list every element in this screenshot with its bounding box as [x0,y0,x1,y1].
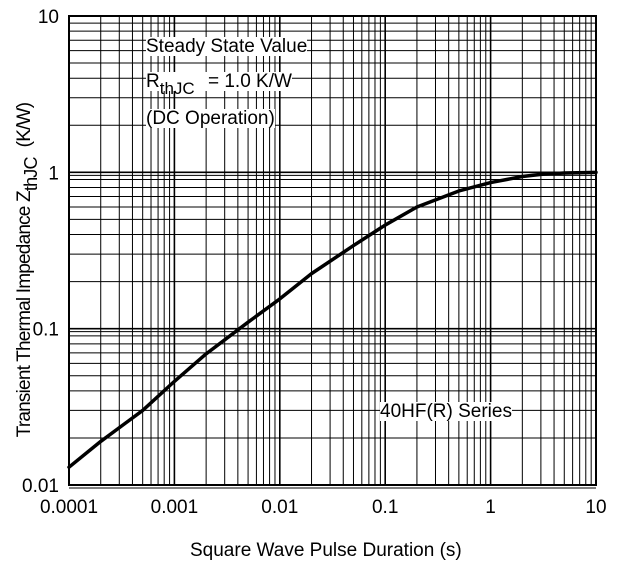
y-tick-label: 0.01 [22,476,59,497]
series-line-0 [67,170,598,469]
rthjc-value: = 1.0 K/W [207,71,292,92]
y-axis-label-unit: (K/W) [14,102,35,148]
y-tick-label: 0.1 [33,320,59,341]
x-tick-label: 0.001 [151,497,199,518]
x-tick-label: 10 [585,497,606,518]
y-axis-label: Transient Thermal Impedance ZthJC (K/W) [2,60,48,480]
series-annotation: 40HF(R) Series [380,401,512,422]
series-layer [67,170,598,469]
y-axis-label-sub: thJC [21,157,41,192]
y-tick-label: 10 [38,7,59,28]
x-tick-label: 0.01 [261,497,298,518]
dc-operation-annotation: (DC Operation) [146,108,275,129]
rthjc-subscript: thJC [159,79,195,98]
tick-labels: 0.0001 0.001 0.01 0.1 1 10 0.01 0.1 1 10 [22,7,607,518]
y-tick-label: 1 [48,163,59,184]
x-tick-label: 0.1 [372,497,398,518]
steady-state-annotation: Steady State Value [146,36,308,57]
x-tick-label: 1 [485,497,496,518]
rthjc-symbol: R [146,71,160,92]
rthjc-annotation: RthJC = 1.0 K/W [146,71,292,97]
x-tick-label: 0.0001 [40,497,98,518]
y-axis-label-main: Transient Thermal Impedance Z [14,191,35,438]
plot-frame [68,15,597,486]
x-axis-label: Square Wave Pulse Duration (s) [190,540,462,561]
